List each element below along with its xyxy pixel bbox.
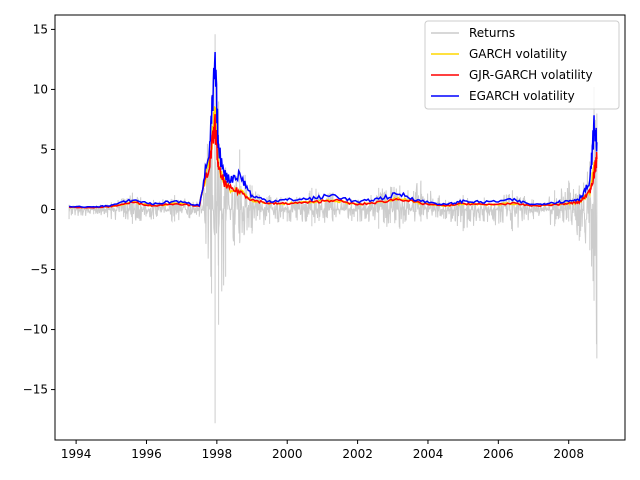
legend-box: [424, 20, 620, 110]
legend-label-returns: Returns: [469, 26, 515, 40]
y-tick-label: 15: [33, 22, 48, 36]
x-axis: 1994 1996 1998 2000 2002 2004 2006 2008: [61, 440, 584, 461]
x-tick-label: 2006: [483, 447, 514, 461]
y-tick-label: 10: [33, 82, 48, 96]
legend-label-gjr-garch-volatility: GJR-GARCH volatility: [469, 68, 593, 82]
plot-area: [68, 34, 598, 424]
y-axis: −15 −10 −5 0 5 10 15: [23, 22, 55, 397]
series-egarch-volatility: [68, 51, 598, 209]
x-tick-label: 2004: [413, 447, 444, 461]
y-tick-label: −10: [23, 323, 48, 337]
y-tick-label: 0: [40, 202, 48, 216]
axes-frame: [54, 14, 626, 441]
x-tick-label: 1996: [131, 447, 162, 461]
series-gjr-garch-volatility: [69, 114, 598, 209]
legend-label-egarch-volatility: EGARCH volatility: [469, 89, 575, 103]
x-tick-label: 1998: [202, 447, 233, 461]
y-tick-label: 5: [40, 142, 48, 156]
y-tick-label: −15: [23, 383, 48, 397]
x-tick-label: 2002: [342, 447, 373, 461]
legend: Returns GARCH volatility GJR-GARCH volatil…: [424, 20, 620, 110]
y-tick-label: −5: [30, 263, 48, 277]
x-tick-label: 2000: [272, 447, 303, 461]
x-tick-label: 1994: [61, 447, 92, 461]
series-garch-volatility: [68, 106, 598, 209]
legend-label-garch-volatility: GARCH volatility: [469, 47, 567, 61]
x-tick-label: 2008: [553, 447, 584, 461]
